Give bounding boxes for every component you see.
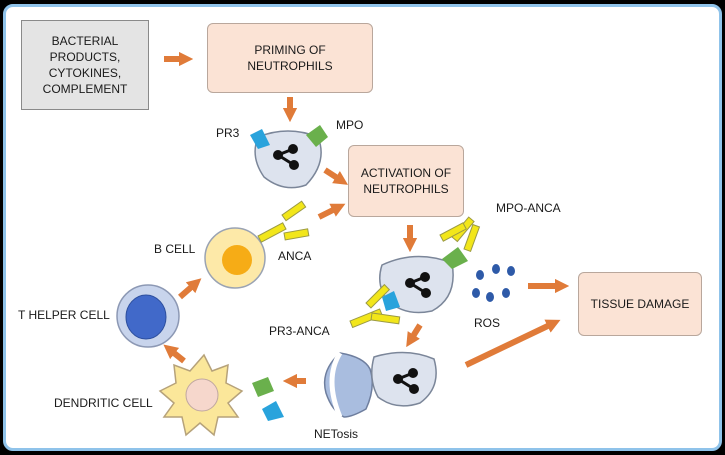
ros-particles [472,264,515,302]
priming-box: PRIMING OF NEUTROPHILS [207,23,373,93]
b-cell [204,200,310,289]
pr3-fragment [262,401,284,421]
t-helper-cell-label: T HELPER CELL [18,308,110,322]
b-cell-nucleus [222,245,252,275]
arrow-anca-to-activation [317,203,346,220]
anca-antibody-bcell [257,200,310,243]
diagram-artwork [116,51,570,437]
mpo-label: MPO [336,118,364,132]
neutrophil-primed [250,125,328,189]
diagram-frame: BACTERIAL PRODUCTS, CYTOKINES, COMPLEMEN… [3,4,722,451]
mpo-anca-label: MPO-ANCA [496,201,561,215]
dendritic-nucleus [185,378,219,412]
t-helper-cell [116,284,180,348]
mpo-antigen-bound [442,247,468,269]
dendritic-cell [158,353,244,437]
t-cell-nucleus [125,294,167,340]
pr3-antigen-bound [382,291,400,311]
netosis-label: NETosis [314,427,359,441]
dendritic-cell-label: DENDRITIC CELL [54,396,153,410]
pr3-anca-label: PR3-ANCA [269,324,330,338]
pr3-label: PR3 [216,126,240,140]
netosis-neutrophil [371,351,437,407]
neutrophil-activated [349,216,481,329]
neutrophil-nucleus [273,144,299,170]
mpo-fragment [252,377,274,397]
arrow-neutrophil-to-netosis-cell [406,323,423,348]
bacterial-products-box: BACTERIAL PRODUCTS, CYTOKINES, COMPLEMEN… [21,20,149,110]
mpo-antigen [306,125,328,147]
released-antigens [252,377,284,421]
netosis-cells [323,351,437,418]
anca-label: ANCA [278,249,312,263]
arrow-netosis-to-tissue [464,319,561,368]
arrow-neutrophil-to-activation [323,167,349,185]
arrow-thelper-to-bcell [178,278,202,300]
neutrophil-nucleus [393,368,419,394]
pr3-antigen [250,129,270,149]
b-cell-label: B CELL [154,242,196,256]
mpo-anca-antibody [439,216,481,253]
tissue-damage-box: TISSUE DAMAGE [578,272,702,336]
arrow-dendritic-to-thelper [163,344,186,364]
neutrophil-nucleus [405,272,431,298]
activation-box: ACTIVATION OF NEUTROPHILS [348,145,464,217]
ros-label: ROS [474,316,501,330]
flow-arrows [163,51,570,389]
pr3-anca-antibody [349,283,401,329]
